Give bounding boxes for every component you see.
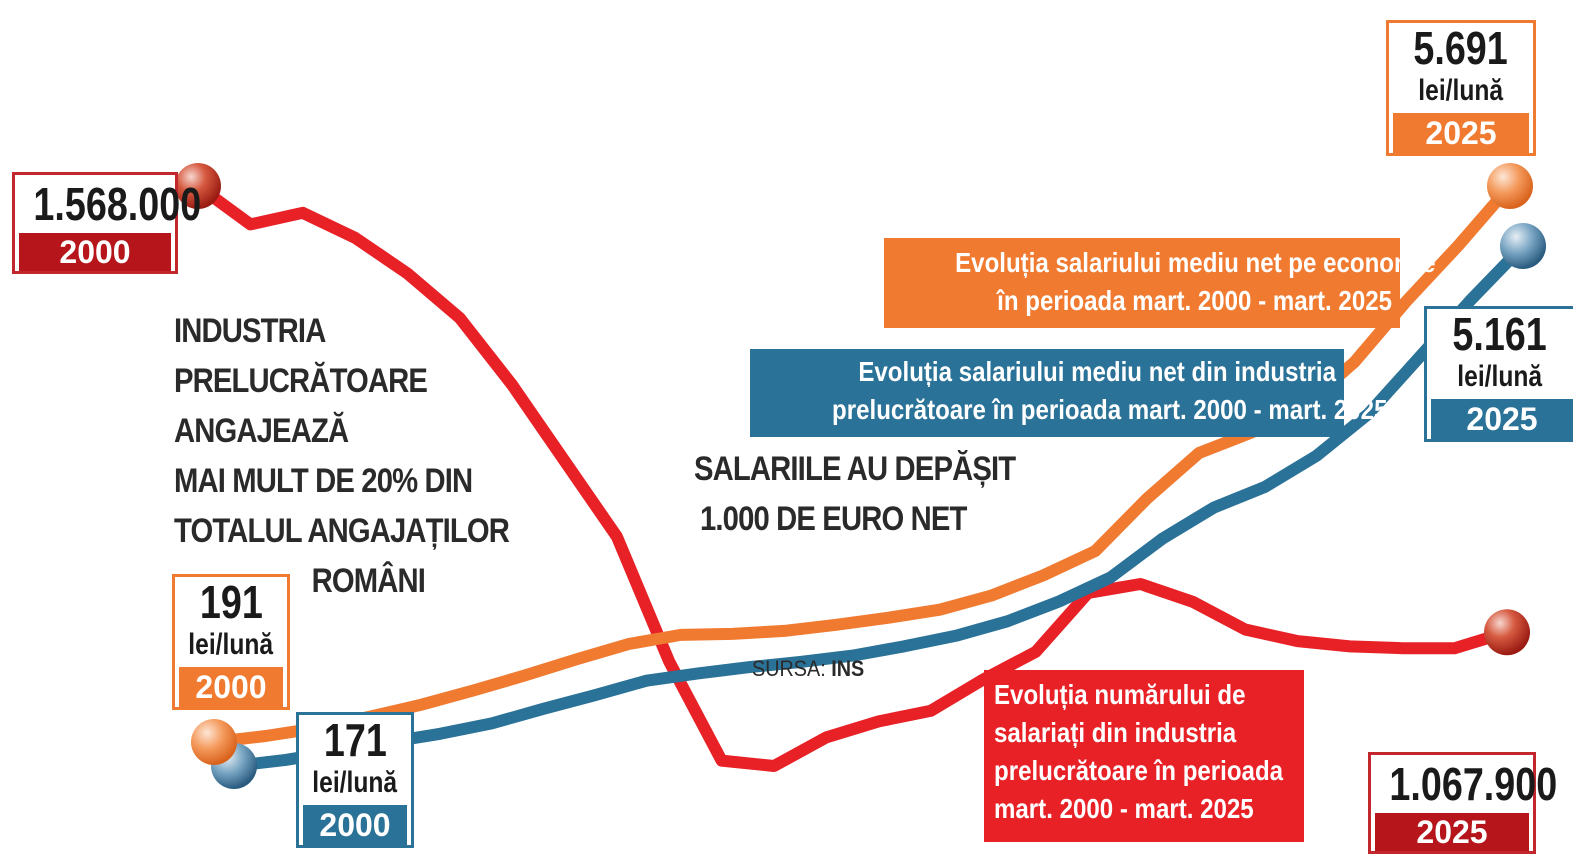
headline-line: INDUSTRIA (174, 312, 326, 350)
employees-line (192, 180, 1513, 772)
data-label-unit: lei/lună (1418, 74, 1504, 107)
legend-employees: Evoluția numărului de salariați din indu… (984, 670, 1304, 842)
salary-economy-start-marker (191, 719, 237, 765)
legend-line: mart. 2000 - mart. 2025 (994, 793, 1254, 824)
data-label-year: 2025 (1375, 813, 1529, 851)
headline: INDUSTRIA PRELUCRĂTOARE ANGAJEAZĂ MAI MU… (174, 306, 510, 606)
employees-end-marker (1484, 609, 1530, 656)
legend-line: prelucrătoare în perioada (994, 755, 1284, 786)
data-label-year: 2000 (179, 667, 283, 707)
legend-line: prelucrătoare în perioada mart. 2000 - m… (832, 394, 1388, 425)
salary-industry-end-label: 5.161 lei/lună 2025 (1424, 306, 1573, 442)
employees-start-label: 1.568.000 2000 (12, 172, 201, 274)
legend-line: Evoluția salariului mediu net pe economi… (955, 247, 1436, 278)
salary-industry-end-marker (1500, 223, 1546, 269)
data-label-value: 191 (199, 576, 263, 628)
source-note: SURSA: INS (752, 656, 864, 682)
data-label-year: 2025 (1431, 399, 1573, 439)
source-name: INS (831, 656, 865, 681)
legend-line: Evoluția salariului mediu net din indust… (858, 356, 1336, 387)
data-label-value: 1.568.000 (33, 178, 202, 230)
salary-industry-start-label: 171 lei/lună 2000 (296, 712, 414, 848)
salary-economy-end-label: 5.691 lei/lună 2025 (1386, 20, 1536, 156)
callout-line-2: 1.000 DE EURO NET (700, 500, 967, 538)
data-label-year: 2025 (1393, 113, 1529, 153)
data-label-value: 5.691 (1413, 22, 1509, 74)
legend-salary-economy: Evoluția salariului mediu net pe economi… (884, 238, 1436, 328)
legend-line: Evoluția numărului de (994, 679, 1246, 710)
callout-line-1: SALARIILE AU DEPĂȘIT (694, 450, 1016, 488)
data-label-unit: lei/lună (1457, 360, 1543, 393)
data-label-value: 5.161 (1452, 308, 1548, 360)
headline-line: ANGAJEAZĂ (174, 412, 349, 450)
headline-line: PRELUCRĂTOARE (174, 362, 428, 400)
headline-line: ROMÂNI (311, 562, 426, 600)
data-label-unit: lei/lună (312, 766, 398, 799)
legend-salary-industry: Evoluția salariului mediu net din indust… (750, 349, 1388, 437)
data-label-value: 171 (323, 714, 387, 766)
salary-economy-end-marker (1487, 163, 1533, 209)
salary-economy-start-label: 191 lei/lună 2000 (172, 574, 290, 710)
salary-industry-line (228, 240, 1529, 772)
legend-line: salariați din industria (994, 717, 1237, 748)
headline-line: TOTALUL ANGAJAȚILOR (174, 512, 510, 550)
employees-start-marker (175, 163, 221, 209)
data-label-year: 2000 (19, 233, 171, 271)
data-label-unit: lei/lună (188, 628, 274, 661)
source-label: SURSA: (752, 656, 826, 681)
data-label-year: 2000 (303, 805, 407, 845)
employees-end-label: 1.067.900 2025 (1368, 752, 1557, 854)
headline-line: MAI MULT DE 20% DIN (174, 462, 473, 500)
data-label-value: 1.067.900 (1389, 758, 1558, 810)
legend-line: în perioada mart. 2000 - mart. 2025 (997, 285, 1392, 316)
